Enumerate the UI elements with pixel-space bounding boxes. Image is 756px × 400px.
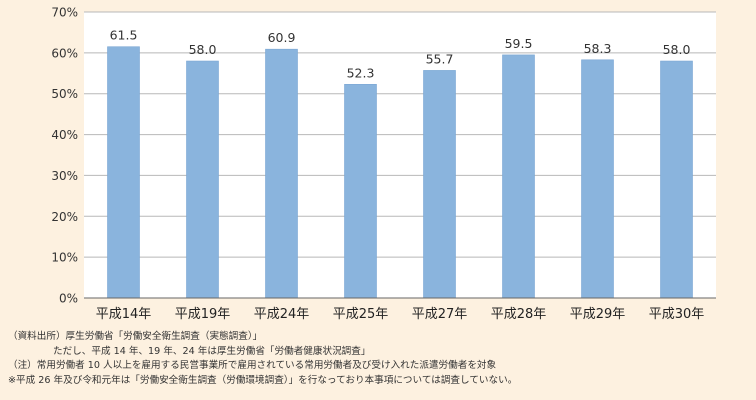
- y-tick-label: 40%: [51, 128, 78, 142]
- x-tick-label: 平成27年: [412, 307, 468, 322]
- source-note: （資料出所）厚生労働省「労働安全衛生調査（実態調査）」: [8, 331, 263, 342]
- bar: [423, 70, 456, 299]
- value-labels: 61.5 58.0 60.9 52.3 55.7 59.5 58.3 58.0: [110, 28, 691, 81]
- target-note: （注）常用労働者 10 人以上を雇用する民営事業所で雇用されている常用労働者及び…: [8, 360, 497, 371]
- y-tick-label: 10%: [51, 251, 78, 265]
- value-label: 55.7: [426, 51, 454, 66]
- bars: [107, 46, 693, 299]
- x-tick-label: 平成28年: [491, 307, 547, 322]
- bar: [660, 60, 693, 299]
- value-label: 61.5: [110, 28, 138, 43]
- x-tick-label: 平成29年: [570, 307, 626, 322]
- value-label: 60.9: [268, 30, 296, 45]
- bar: [186, 60, 219, 299]
- y-tick-label: 60%: [51, 46, 78, 60]
- y-tick-label: 70%: [51, 6, 78, 20]
- value-label: 58.0: [663, 42, 691, 57]
- y-axis-tick-labels: 0% 10% 20% 30% 40% 50% 60% 70%: [51, 6, 78, 306]
- x-tick-label: 平成19年: [175, 307, 231, 322]
- y-tick-label: 50%: [51, 87, 78, 101]
- value-label: 52.3: [347, 65, 375, 80]
- remark-note: ※平成 26 年及び令和元年は「労働安全衛生調査（労働環境調査）」を行なっており…: [8, 374, 518, 386]
- bar: [265, 48, 298, 299]
- bar: [107, 46, 140, 299]
- x-axis-tick-labels: 平成14年 平成19年 平成24年 平成25年 平成27年 平成28年 平成29年 平成30年: [96, 307, 705, 322]
- bar: [581, 59, 614, 299]
- y-tick-label: 0%: [59, 292, 78, 306]
- footnotes: （資料出所）厚生労働省「労働安全衛生調査（実態調査）」 ただし、平成 14 年、…: [8, 330, 753, 388]
- x-tick-label: 平成14年: [96, 307, 152, 322]
- y-tick-label: 30%: [51, 169, 78, 183]
- y-tick-label: 20%: [51, 210, 78, 224]
- bar: [344, 84, 377, 299]
- x-tick-label: 平成25年: [333, 307, 389, 322]
- value-label: 58.3: [584, 41, 612, 56]
- source-detail-note: ただし、平成 14 年、19 年、24 年は厚生労働省「労働者健康状況調査」: [53, 345, 371, 357]
- value-label: 58.0: [189, 42, 217, 57]
- x-tick-label: 平成30年: [649, 307, 705, 322]
- plot-area: [84, 12, 716, 298]
- x-tick-label: 平成24年: [254, 307, 310, 322]
- bar-chart: 0% 10% 20% 30% 40% 50% 60% 70% 61.5 58.0 60.9 52.3…: [51, 6, 716, 322]
- value-label: 59.5: [505, 36, 533, 51]
- bar: [502, 54, 535, 299]
